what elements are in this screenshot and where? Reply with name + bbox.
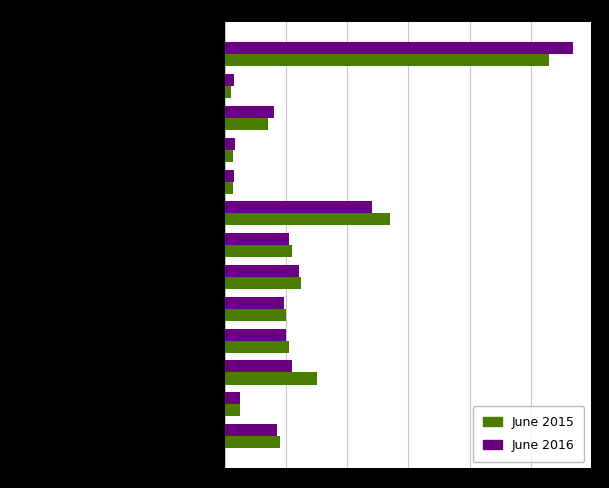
Bar [225,169,234,182]
Bar [225,213,390,225]
Bar [225,54,549,66]
Bar [225,436,280,448]
Bar [225,74,234,86]
Legend: June 2015, June 2016: June 2015, June 2016 [473,406,585,462]
Bar [225,341,289,353]
Bar [225,309,286,321]
Bar [225,372,317,385]
Bar [225,297,284,309]
Bar [225,277,301,289]
Bar [225,150,233,162]
Bar [225,424,276,436]
Bar [225,202,372,213]
Bar [225,118,268,130]
Bar [225,42,573,54]
Bar [225,404,240,416]
Bar [225,233,289,245]
Bar [225,328,286,341]
Bar [225,182,233,194]
Bar [225,392,240,404]
Bar [225,265,298,277]
Bar [225,106,274,118]
Bar [225,86,231,98]
Bar [225,360,292,372]
Bar [225,138,235,150]
Bar [225,245,292,257]
